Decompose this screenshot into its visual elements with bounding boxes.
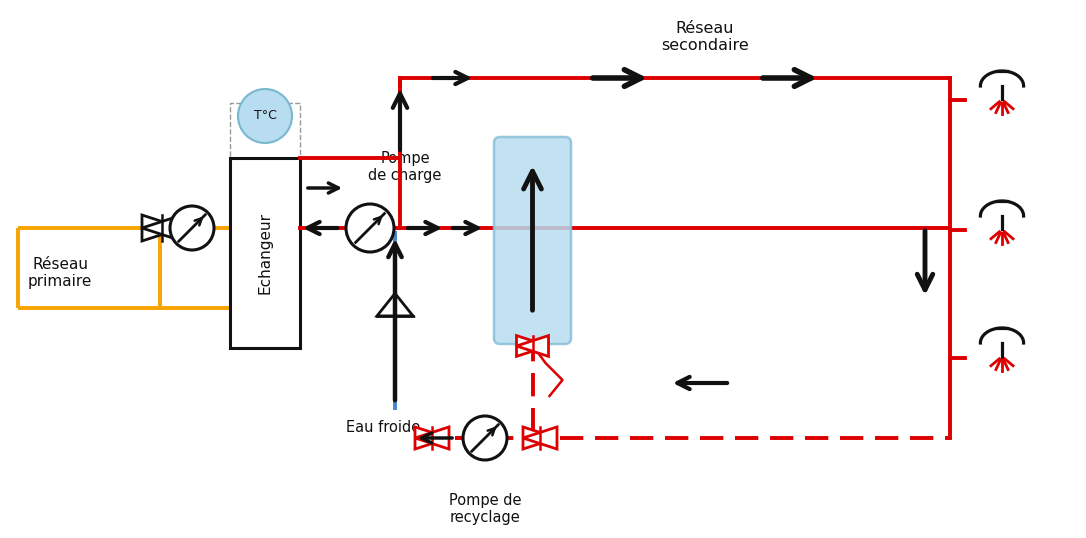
FancyBboxPatch shape [494,137,571,344]
Circle shape [346,204,394,252]
Polygon shape [142,215,182,241]
Text: Réseau
secondaire: Réseau secondaire [661,20,749,53]
Polygon shape [523,427,557,449]
Circle shape [238,89,292,143]
Circle shape [463,416,507,460]
Polygon shape [415,427,449,449]
Text: Pompe
de charge: Pompe de charge [368,151,442,183]
Polygon shape [377,293,413,316]
Text: Réseau
primaire: Réseau primaire [28,257,92,289]
Polygon shape [517,336,548,356]
Polygon shape [415,427,449,449]
Polygon shape [142,215,182,241]
Text: T°C: T°C [253,110,277,123]
Text: Echangeur: Echangeur [257,212,273,294]
Text: Eau froide: Eau froide [345,420,420,435]
Polygon shape [523,427,557,449]
Polygon shape [517,336,548,356]
Bar [230,103,300,158]
Circle shape [171,206,214,250]
Bar [230,158,300,348]
Text: Pompe de
recyclage: Pompe de recyclage [449,493,521,526]
